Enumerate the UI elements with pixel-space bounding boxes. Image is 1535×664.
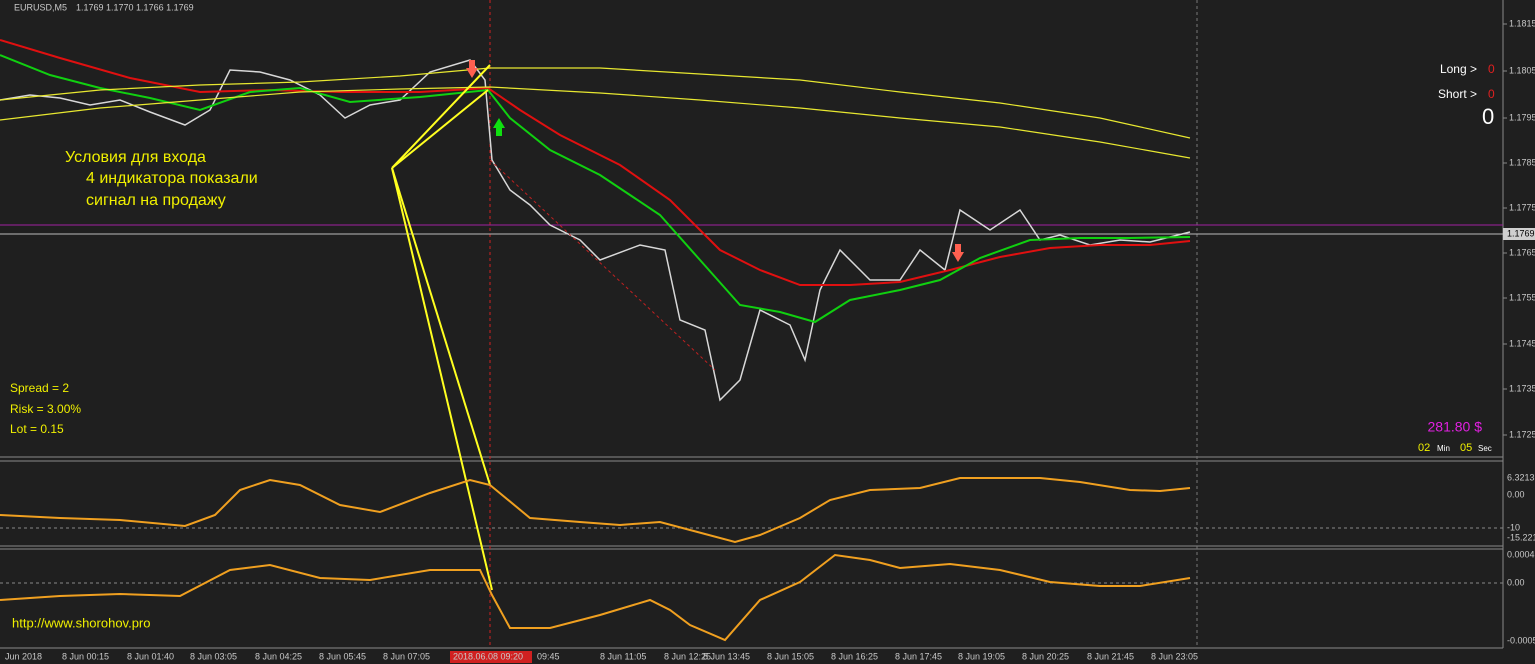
time-label: Jun 2018 bbox=[5, 651, 42, 661]
ind2-label: -0.0005 bbox=[1507, 635, 1535, 645]
time-label: 8 Jun 04:25 bbox=[255, 651, 302, 661]
time-label: 8 Jun 07:05 bbox=[383, 651, 430, 661]
profit: 281.80 $ bbox=[1428, 419, 1483, 435]
ma-yellow bbox=[0, 86, 1191, 159]
price-label: 1.1795 bbox=[1509, 112, 1535, 122]
time-label: 8 Jun 19:05 bbox=[958, 651, 1005, 661]
ind1-label: 6.3213 bbox=[1507, 472, 1535, 482]
time-label: 2018.06.08 09:20 bbox=[453, 651, 523, 661]
symbol: EURUSD,M5 bbox=[14, 2, 67, 12]
time-label: 8 Jun 20:25 bbox=[1022, 651, 1069, 661]
long-value: 0 bbox=[1488, 62, 1495, 76]
time-label: 8 Jun 12:25 bbox=[664, 651, 711, 661]
price-label: 1.1805 bbox=[1509, 65, 1535, 75]
time-highlight bbox=[450, 651, 532, 663]
price-label: 1.1785 bbox=[1509, 157, 1535, 167]
indicator2 bbox=[0, 553, 1191, 642]
price-label: 1.1755 bbox=[1509, 292, 1535, 302]
min-label: Min bbox=[1437, 444, 1450, 453]
sec-label: Sec bbox=[1478, 444, 1492, 453]
price-label: 1.1775 bbox=[1509, 202, 1535, 212]
time-label: 09:45 bbox=[537, 651, 560, 661]
long-label: Long > bbox=[1440, 62, 1477, 76]
indicator1 bbox=[0, 477, 1191, 544]
sell-arrow bbox=[952, 244, 964, 262]
price-label: 1.1745 bbox=[1509, 338, 1535, 348]
ma-yellow bbox=[0, 67, 1191, 139]
timer-min: 02 bbox=[1418, 442, 1430, 454]
short-value: 0 bbox=[1488, 87, 1495, 101]
info: Lot = 0.15 bbox=[10, 422, 64, 436]
annotation: сигнал на продажу bbox=[86, 192, 226, 209]
total: 0 bbox=[1482, 104, 1494, 129]
time-label: 8 Jun 16:25 bbox=[831, 651, 878, 661]
annotation: Условия для входа bbox=[65, 149, 206, 166]
price bbox=[0, 59, 1191, 402]
ind2-label: 0.00 bbox=[1507, 577, 1525, 587]
time-label: 8 Jun 05:45 bbox=[319, 651, 366, 661]
annotation: 4 индикатора показали bbox=[86, 170, 258, 187]
price-label: 1.1735 bbox=[1509, 383, 1535, 393]
url: http://www.shorohov.pro bbox=[12, 615, 151, 630]
ma-red bbox=[0, 39, 1191, 286]
time-label: 8 Jun 15:05 bbox=[767, 651, 814, 661]
price-label: 1.1725 bbox=[1509, 429, 1535, 439]
current-price: 1.1769 bbox=[1507, 228, 1535, 238]
price-label: 1.1815 bbox=[1509, 18, 1535, 28]
time-label: 8 Jun 01:40 bbox=[127, 651, 174, 661]
time-label: 8 Jun 13:45 bbox=[703, 651, 750, 661]
sell-arrow bbox=[466, 60, 478, 78]
ma-green bbox=[0, 54, 1191, 324]
ind1-label: -10 bbox=[1507, 522, 1520, 532]
time-label: 8 Jun 23:05 bbox=[1151, 651, 1198, 661]
time-label: 8 Jun 21:45 bbox=[1087, 651, 1134, 661]
ind1-label: -15.221 bbox=[1507, 532, 1535, 542]
buy-arrow bbox=[493, 118, 505, 136]
info: Risk = 3.00% bbox=[10, 402, 81, 416]
short-label: Short > bbox=[1438, 87, 1477, 101]
annotation-arrows bbox=[391, 64, 493, 591]
time-label: 8 Jun 00:15 bbox=[62, 651, 109, 661]
time-label: 8 Jun 11:05 bbox=[600, 651, 646, 661]
timer-sec: 05 bbox=[1460, 442, 1472, 454]
price-tag bbox=[1503, 228, 1535, 240]
ind1-label: 0.00 bbox=[1507, 489, 1525, 499]
time-label: 8 Jun 17:45 bbox=[895, 651, 942, 661]
price-label: 1.1765 bbox=[1509, 247, 1535, 257]
info: Spread = 2 bbox=[10, 381, 69, 395]
time-label: 8 Jun 03:05 bbox=[190, 651, 237, 661]
ohlc: 1.1769 1.1770 1.1766 1.1769 bbox=[76, 2, 194, 12]
ind2-label: 0.0004 bbox=[1507, 549, 1535, 559]
